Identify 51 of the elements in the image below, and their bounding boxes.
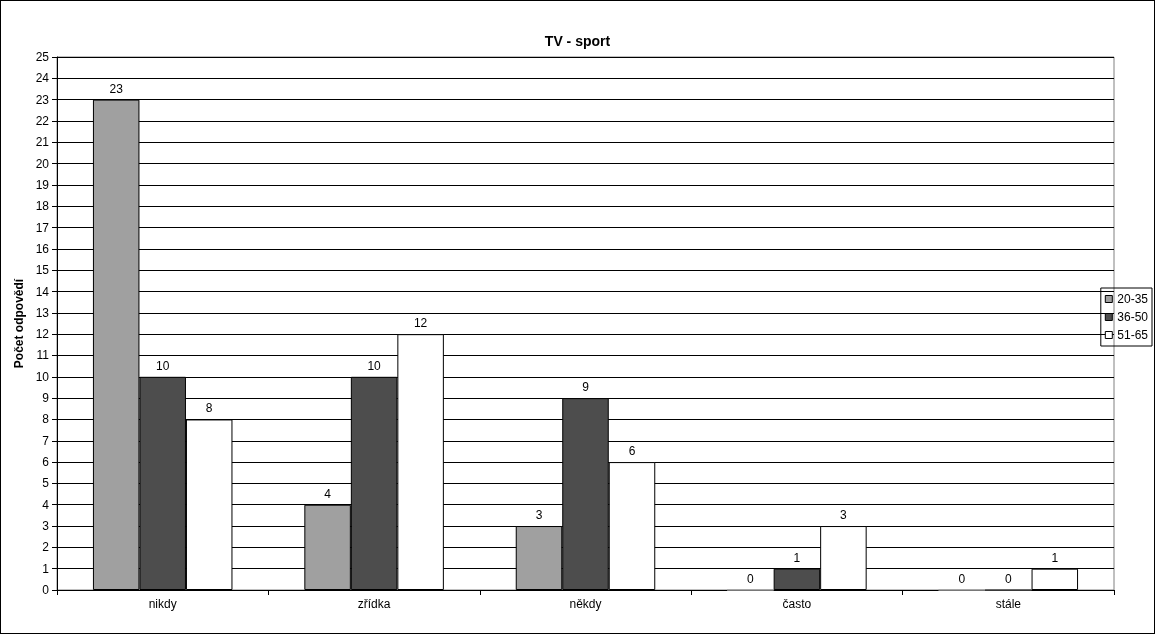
y-tick-label: 0 bbox=[42, 583, 50, 597]
data-label: 4 bbox=[324, 486, 332, 501]
y-tick-label: 20 bbox=[35, 156, 50, 171]
y-tick-label: 16 bbox=[35, 241, 50, 256]
data-label: 10 bbox=[367, 358, 382, 373]
data-label: 0 bbox=[958, 571, 966, 586]
data-label: 23 bbox=[109, 81, 124, 96]
y-tick-label: 10 bbox=[35, 369, 50, 384]
y-tick-label: 3 bbox=[42, 519, 50, 534]
y-tick-label: 8 bbox=[42, 412, 50, 427]
legend-label: 51-65 bbox=[1117, 328, 1149, 342]
y-tick-label: 4 bbox=[42, 497, 50, 512]
y-tick-label: 24 bbox=[35, 71, 50, 86]
y-tick-label: 5 bbox=[42, 476, 50, 491]
y-tick-label: 18 bbox=[35, 199, 50, 214]
y-tick-label: 14 bbox=[35, 284, 50, 299]
y-tick-label: 21 bbox=[35, 135, 50, 150]
x-tick-label: nikdy bbox=[148, 597, 177, 611]
chart-title: TV - sport bbox=[544, 33, 611, 49]
data-label: 0 bbox=[1004, 571, 1012, 586]
x-tick-label: někdy bbox=[569, 597, 602, 611]
y-tick-label: 19 bbox=[35, 177, 50, 192]
y-tick-label: 15 bbox=[35, 263, 50, 278]
y-tick-label: 7 bbox=[42, 433, 50, 448]
legend-label: 36-50 bbox=[1117, 310, 1149, 324]
x-tick-label: stále bbox=[995, 597, 1022, 611]
y-tick-label: 2 bbox=[42, 540, 50, 555]
y-tick-label: 9 bbox=[42, 391, 50, 406]
y-tick-label: 11 bbox=[36, 348, 50, 363]
data-label: 8 bbox=[205, 401, 213, 416]
data-label: 3 bbox=[840, 508, 848, 523]
y-tick-label: 17 bbox=[35, 220, 50, 235]
y-tick-label: 6 bbox=[42, 455, 50, 470]
y-tick-label: 22 bbox=[35, 113, 50, 128]
x-tick-label: zřídka bbox=[357, 597, 391, 611]
y-tick-label: 23 bbox=[35, 92, 50, 107]
y-tick-label: 25 bbox=[35, 50, 50, 64]
y-tick-label: 12 bbox=[35, 327, 50, 342]
x-tick-label: často bbox=[782, 597, 812, 611]
data-label: 1 bbox=[793, 550, 801, 565]
data-label: 12 bbox=[413, 316, 428, 331]
data-label: 6 bbox=[628, 444, 636, 459]
y-tick-label: 13 bbox=[35, 305, 50, 320]
y-tick-label: 1 bbox=[42, 561, 50, 576]
data-label: 0 bbox=[747, 571, 755, 586]
data-label: 1 bbox=[1051, 550, 1059, 565]
data-label: 9 bbox=[582, 380, 590, 395]
data-label: 3 bbox=[535, 508, 543, 523]
data-label: 10 bbox=[156, 358, 170, 373]
y-axis-title: Počet odpovědí bbox=[11, 278, 26, 369]
legend-label: 20-35 bbox=[1117, 292, 1149, 306]
